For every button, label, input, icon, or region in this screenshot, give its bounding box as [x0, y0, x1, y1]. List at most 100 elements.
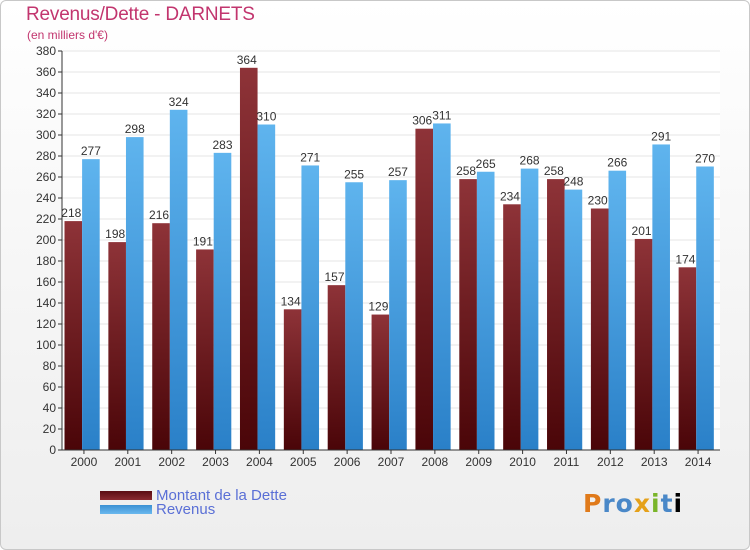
y-tick-label: 280: [36, 149, 56, 163]
x-tick-label: 2007: [378, 455, 405, 469]
y-tick-label: 60: [43, 380, 57, 394]
bar-dette: [634, 238, 653, 450]
data-label-dette: 129: [368, 300, 388, 314]
x-tick-label: 2001: [114, 455, 141, 469]
legend-item-revenus: Revenus: [100, 500, 215, 518]
data-label-dette: 157: [324, 270, 344, 284]
bar-revenus: [213, 152, 232, 450]
bar-revenus: [564, 189, 583, 450]
bar-dette: [371, 314, 390, 450]
data-label-dette: 174: [675, 252, 695, 266]
data-label-dette: 230: [588, 194, 608, 208]
legend-label-revenus: Revenus: [156, 500, 216, 518]
bar-dette: [547, 179, 565, 450]
data-label-revenus: 298: [125, 122, 145, 136]
data-label-revenus: 283: [212, 138, 232, 152]
x-tick-label: 2008: [422, 455, 449, 469]
data-label-dette: 198: [105, 227, 125, 241]
data-label-dette: 216: [149, 208, 169, 222]
bar-revenus: [476, 171, 495, 450]
x-tick-label: 2014: [685, 455, 712, 469]
y-tick-label: 120: [36, 317, 56, 331]
proxiti-logo: Proxiti: [583, 489, 684, 518]
y-tick-label: 20: [43, 422, 57, 436]
bar-dette: [108, 242, 126, 450]
x-tick-label: 2000: [71, 455, 98, 469]
bar-dette: [196, 249, 214, 450]
bar-dette: [152, 223, 170, 450]
data-label-revenus: 248: [563, 175, 583, 189]
legend-item-dette: Montant de la Dette: [100, 486, 287, 504]
x-tick-label: 2002: [158, 455, 185, 469]
bar-dette: [327, 285, 346, 450]
bar-revenus: [82, 159, 100, 450]
x-tick-label: 2013: [641, 455, 668, 469]
data-label-dette: 201: [632, 224, 652, 238]
chart-subtitle: (en milliers d'€): [27, 28, 108, 42]
data-label-revenus: 291: [651, 129, 671, 143]
data-label-dette: 234: [500, 189, 520, 203]
y-tick-label: 320: [36, 107, 56, 121]
data-labels-layer: 218 277 198 298 216 324 191 283 364 310 134 271 157 2…: [61, 53, 715, 314]
bar-revenus: [257, 124, 276, 450]
data-label-revenus: 277: [81, 144, 101, 158]
bar-revenus: [652, 144, 670, 450]
data-label-dette: 134: [281, 294, 301, 308]
y-tick-label: 240: [36, 191, 56, 205]
data-label-dette: 258: [456, 164, 476, 178]
data-label-revenus: 268: [520, 154, 540, 168]
x-tick-label: 2006: [334, 455, 361, 469]
x-tick-label: 2012: [597, 455, 624, 469]
legend-label-dette: Montant de la Dette: [156, 486, 287, 504]
bar-dette: [503, 204, 521, 450]
bar-revenus: [608, 170, 627, 450]
bar-dette: [590, 208, 609, 450]
bar-dette: [239, 67, 258, 451]
bars-layer: [64, 67, 714, 451]
y-tick-label: 0: [49, 443, 56, 457]
data-label-revenus: 324: [169, 95, 189, 109]
data-label-revenus: 270: [695, 152, 715, 166]
x-tick-label: 2005: [290, 455, 317, 469]
chart-title: Revenus/Dette - DARNETS: [26, 4, 255, 25]
data-label-revenus: 310: [256, 110, 276, 124]
axis-layer: 0 20 40 60 80 100 120 140 160 180 200 220 240 260 280 3…: [36, 44, 720, 469]
legend-swatch-revenus: [100, 504, 152, 514]
y-tick-label: 180: [36, 254, 56, 268]
data-label-dette: 191: [193, 234, 213, 248]
bar-dette: [678, 267, 697, 450]
y-tick-label: 100: [36, 338, 56, 352]
bar-dette: [64, 221, 83, 450]
y-tick-label: 300: [36, 128, 56, 142]
y-tick-label: 140: [36, 296, 56, 310]
data-label-revenus: 311: [432, 108, 451, 122]
y-tick-label: 220: [36, 212, 56, 226]
x-tick-label: 2011: [554, 455, 580, 469]
data-label-revenus: 255: [344, 167, 364, 181]
bar-dette: [415, 128, 434, 450]
bar-revenus: [169, 109, 188, 451]
data-label-revenus: 265: [476, 157, 496, 171]
bar-dette: [459, 179, 477, 450]
y-tick-label: 360: [36, 65, 56, 79]
x-tick-label: 2010: [509, 455, 536, 469]
bar-revenus: [433, 123, 451, 450]
data-label-revenus: 257: [388, 165, 408, 179]
x-tick-label: 2009: [465, 455, 492, 469]
bar-revenus: [389, 180, 407, 450]
data-label-dette: 258: [544, 164, 564, 178]
data-label-revenus: 266: [607, 156, 627, 170]
bar-revenus: [125, 137, 144, 450]
x-tick-label: 2003: [202, 455, 229, 469]
y-tick-label: 200: [36, 233, 56, 247]
data-label-dette: 218: [61, 206, 81, 220]
bar-revenus: [520, 168, 539, 450]
data-label-revenus: 271: [300, 150, 320, 164]
y-tick-label: 160: [36, 275, 56, 289]
bar-revenus: [345, 182, 363, 450]
y-tick-label: 380: [36, 44, 56, 58]
y-tick-label: 340: [36, 86, 56, 100]
x-tick-label: 2004: [246, 455, 273, 469]
bar-revenus: [301, 165, 320, 450]
